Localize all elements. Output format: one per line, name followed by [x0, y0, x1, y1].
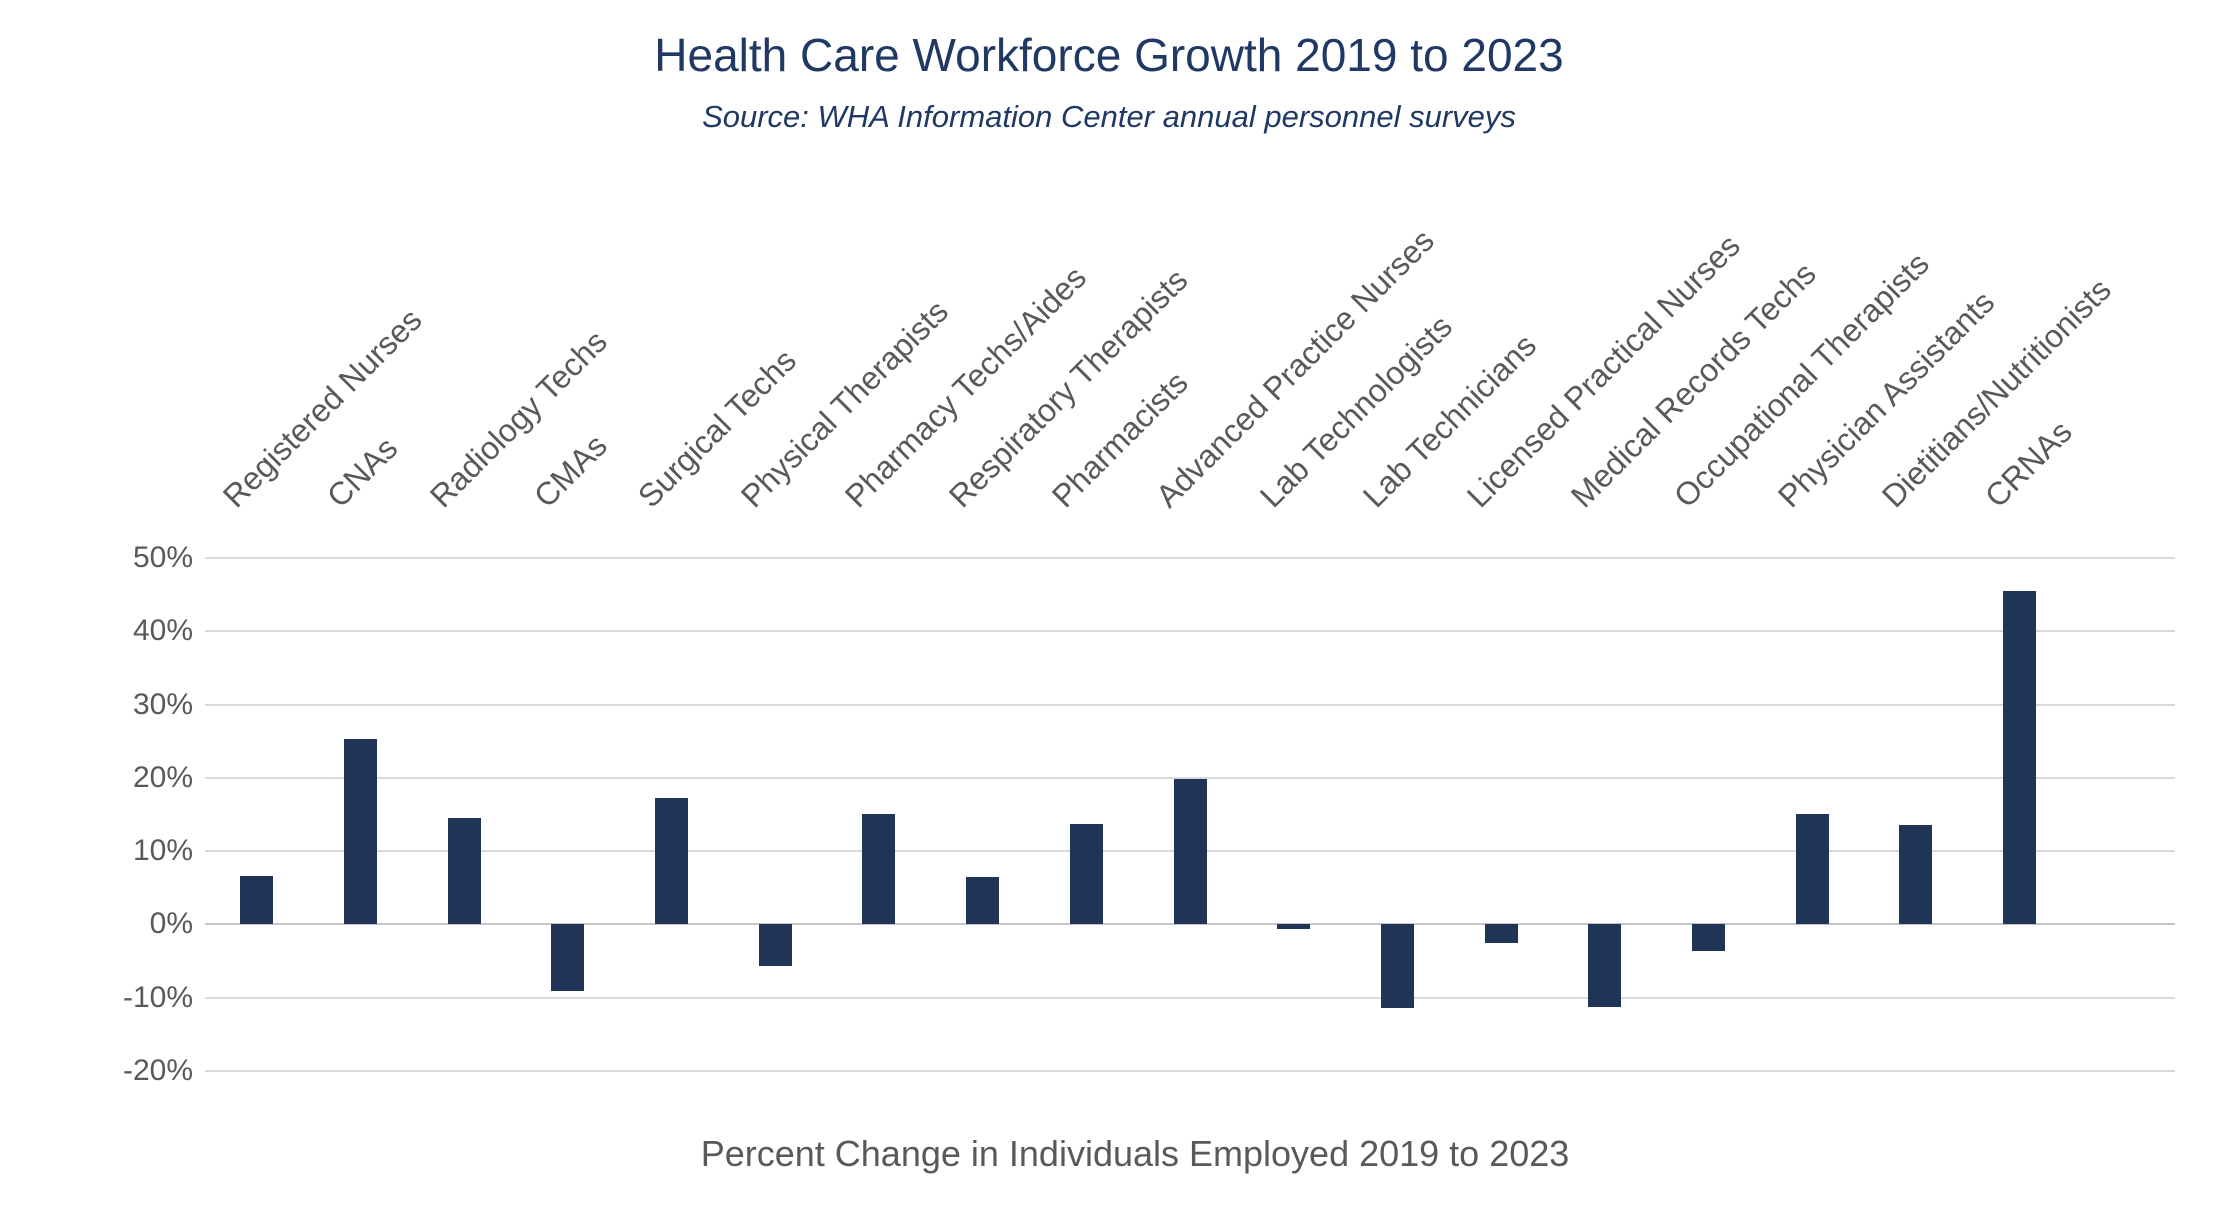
y-axis-tick-label: -20% — [122, 1054, 193, 1087]
bar-surgical-techs — [655, 797, 689, 925]
bar-occupational-therapists — [1691, 924, 1725, 951]
bar-radiology-techs — [447, 818, 481, 925]
plot-area — [205, 557, 2175, 1072]
y-axis-tick-label: 50% — [132, 541, 193, 574]
bar-cmas — [551, 924, 585, 992]
chart-subtitle: Source: WHA Information Center annual pe… — [702, 99, 1516, 134]
chart-title: Health Care Workforce Growth 2019 to 202… — [654, 29, 1564, 81]
bar-lab-technologists — [1277, 924, 1311, 929]
bar-crnas — [2002, 590, 2036, 925]
bar-pharmacists — [1069, 824, 1103, 925]
bar-licensed-practical-nurses — [1484, 924, 1518, 943]
gridline — [205, 996, 2175, 999]
category-label: Radiology Techs — [423, 323, 615, 515]
category-label: Registered Nurses — [215, 301, 429, 515]
bar-physician-assistants — [1795, 813, 1829, 925]
bar-pharmacy-techs-aides — [862, 813, 896, 925]
bar-advanced-practice-nurses — [1173, 778, 1207, 925]
y-axis-tick-label: 20% — [132, 760, 193, 794]
gridline — [205, 557, 2175, 559]
bar-physical-therapists — [758, 924, 792, 967]
gridline — [205, 776, 2175, 779]
bar-medical-records-techs — [1588, 924, 1622, 1008]
gridline — [205, 703, 2175, 706]
gridline — [205, 630, 2175, 633]
y-axis-tick-label: 0% — [149, 907, 193, 941]
zero-gridline — [205, 923, 2175, 926]
y-axis-tick-label: -10% — [122, 980, 193, 1014]
gridline — [205, 1070, 2175, 1072]
bar-lab-technicians — [1380, 924, 1414, 1008]
bar-dietitians-nutritionists — [1899, 824, 1933, 925]
bar-respiratory-therapists — [966, 876, 1000, 925]
bar-cnas — [344, 739, 378, 925]
category-label: CMAs — [526, 427, 614, 515]
category-label: CRNAs — [1978, 413, 2080, 515]
x-axis-title: Percent Change in Individuals Employed 2… — [700, 1133, 1570, 1174]
y-axis-tick-label: 40% — [132, 614, 193, 648]
y-axis-tick-label: 30% — [132, 687, 193, 721]
y-axis-tick-label: 10% — [132, 834, 193, 868]
bar-registered-nurses — [240, 876, 274, 925]
category-label: CNAs — [319, 429, 404, 515]
category-label: Lab Technologists — [1252, 308, 1459, 515]
